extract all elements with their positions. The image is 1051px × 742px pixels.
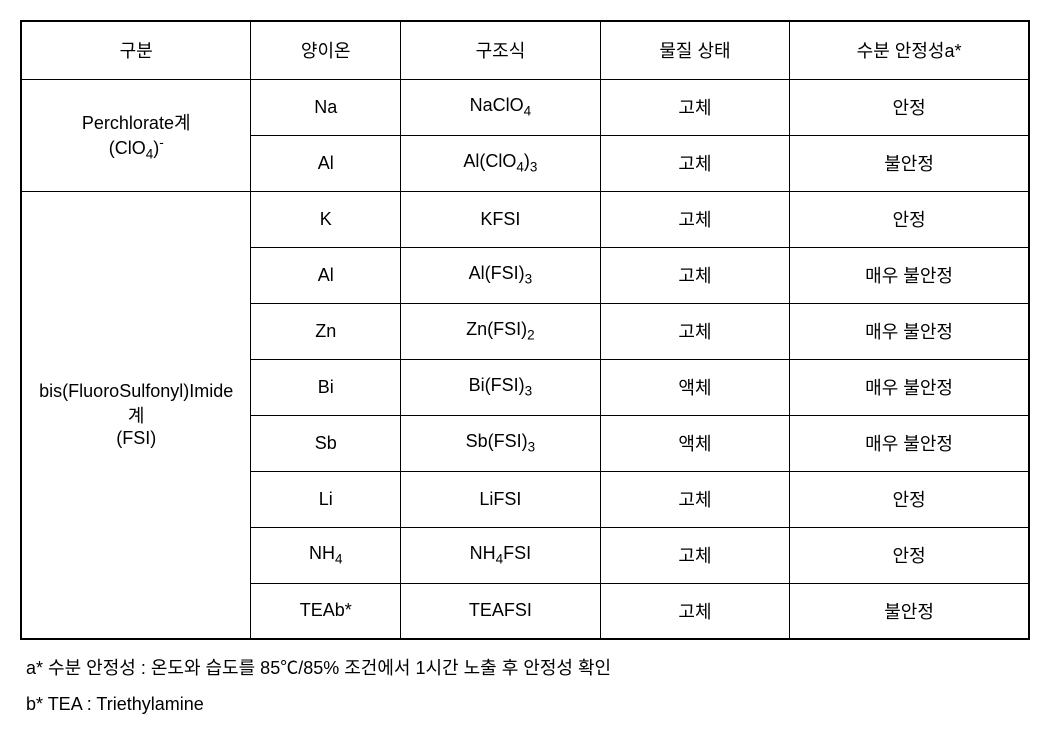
group2-line2: 계 (128, 406, 145, 426)
cell-cation: Sb (251, 415, 401, 471)
header-stability: 수분 안정성a* (790, 21, 1029, 79)
footnotes: a* 수분 안정성 : 온도와 습도를 85℃/85% 조건에서 1시간 노출 … (20, 650, 1031, 722)
cell-state: 액체 (600, 415, 789, 471)
footnote-a: a* 수분 안정성 : 온도와 습도를 85℃/85% 조건에서 1시간 노출 … (26, 650, 1031, 686)
cell-formula: Zn(FSI)2 (401, 303, 601, 359)
cell-cation: K (251, 191, 401, 247)
header-state: 물질 상태 (600, 21, 789, 79)
cell-stability: 안정 (790, 191, 1029, 247)
footnote-b: b* TEA : Triethylamine (26, 686, 1031, 722)
group-label-perchlorate: Perchlorate계 (ClO4)- (21, 79, 251, 191)
cell-stability: 매우 불안정 (790, 415, 1029, 471)
cell-formula: Sb(FSI)3 (401, 415, 601, 471)
cell-state: 고체 (600, 191, 789, 247)
cell-state: 고체 (600, 471, 789, 527)
cell-state: 고체 (600, 135, 789, 191)
data-table: 구분 양이온 구조식 물질 상태 수분 안정성a* Perchlorate계 (… (20, 20, 1030, 640)
header-cation: 양이온 (251, 21, 401, 79)
cell-state: 고체 (600, 79, 789, 135)
cell-stability: 매우 불안정 (790, 247, 1029, 303)
header-category: 구분 (21, 21, 251, 79)
cell-formula: NH4FSI (401, 527, 601, 583)
cell-state: 액체 (600, 359, 789, 415)
group2-line3: (FSI) (116, 428, 156, 448)
group1-line1: Perchlorate계 (82, 113, 191, 133)
cell-formula: TEAFSI (401, 583, 601, 639)
cell-formula: Al(ClO4)3 (401, 135, 601, 191)
cell-formula: NaClO4 (401, 79, 601, 135)
cell-formula: LiFSI (401, 471, 601, 527)
table-row: Perchlorate계 (ClO4)- Na NaClO4 고체 안정 (21, 79, 1029, 135)
cell-formula: Bi(FSI)3 (401, 359, 601, 415)
group-label-fsi: bis(FluoroSulfonyl)Imide 계 (FSI) (21, 191, 251, 639)
cell-state: 고체 (600, 527, 789, 583)
cell-stability: 안정 (790, 79, 1029, 135)
table-row: bis(FluoroSulfonyl)Imide 계 (FSI) K KFSI … (21, 191, 1029, 247)
cell-formula: Al(FSI)3 (401, 247, 601, 303)
cell-cation: Bi (251, 359, 401, 415)
cell-cation: NH4 (251, 527, 401, 583)
cell-cation: Al (251, 247, 401, 303)
cell-cation: Na (251, 79, 401, 135)
cell-cation: TEAb* (251, 583, 401, 639)
cell-formula: KFSI (401, 191, 601, 247)
cell-stability: 안정 (790, 527, 1029, 583)
cell-stability: 안정 (790, 471, 1029, 527)
group1-line2: (ClO4)- (109, 138, 164, 158)
header-row: 구분 양이온 구조식 물질 상태 수분 안정성a* (21, 21, 1029, 79)
cell-state: 고체 (600, 303, 789, 359)
cell-stability: 불안정 (790, 583, 1029, 639)
cell-state: 고체 (600, 583, 789, 639)
group2-line1: bis(FluoroSulfonyl)Imide (39, 381, 233, 401)
cell-cation: Al (251, 135, 401, 191)
cell-stability: 불안정 (790, 135, 1029, 191)
cell-state: 고체 (600, 247, 789, 303)
cell-cation: Li (251, 471, 401, 527)
cell-stability: 매우 불안정 (790, 359, 1029, 415)
header-formula: 구조식 (401, 21, 601, 79)
cell-stability: 매우 불안정 (790, 303, 1029, 359)
cell-cation: Zn (251, 303, 401, 359)
